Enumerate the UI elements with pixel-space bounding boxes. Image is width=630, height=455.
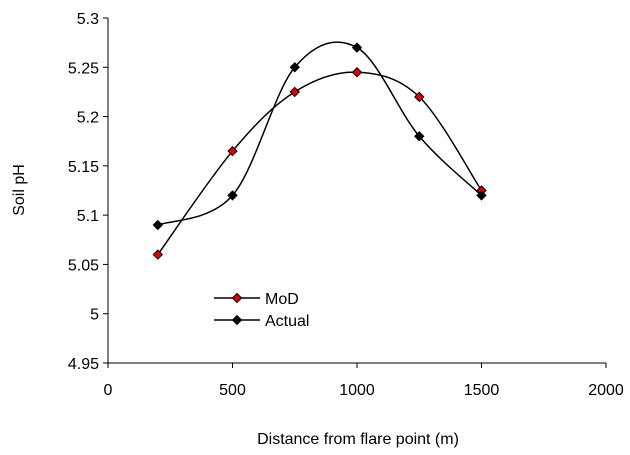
y-tick-label: 5.25 <box>68 60 99 77</box>
legend-label-mod: MoD <box>265 291 299 308</box>
legend-marker-actual <box>231 314 243 326</box>
legend-label-actual: Actual <box>265 313 309 330</box>
data-point-actual <box>289 62 300 73</box>
legend: MoD Actual <box>214 291 309 330</box>
y-tick-label: 5 <box>90 307 99 324</box>
data-point-mod <box>152 249 164 260</box>
x-tick-label: 500 <box>219 382 246 399</box>
y-tick-label: 5.05 <box>68 257 99 274</box>
series-actual <box>152 41 487 231</box>
data-point-actual <box>351 42 363 53</box>
data-point-actual <box>414 131 425 142</box>
series-line-mod <box>157 71 483 256</box>
x-tick-label: 1500 <box>464 382 500 399</box>
y-tick-label: 5.15 <box>68 159 99 176</box>
x-tick-label: 2000 <box>588 382 624 399</box>
y-tick-label: 5.3 <box>77 11 99 28</box>
x-tick-label: 1000 <box>339 382 375 399</box>
y-tick-label: 5.2 <box>77 110 99 127</box>
data-point-mod <box>227 145 238 157</box>
legend-item-actual: Actual <box>214 313 309 330</box>
data-point-actual <box>152 219 164 231</box>
y-tick-label: 4.95 <box>68 356 99 373</box>
series-line-actual <box>157 41 483 226</box>
axes: 4.95 5 5.05 5.1 5.15 5.2 5.25 5.3 0 500 1000 1500 20… <box>68 11 624 399</box>
data-point-mod <box>414 91 425 103</box>
series-layer <box>152 41 487 260</box>
data-point-mod <box>289 86 300 98</box>
y-axis-label: Soil pH <box>11 164 28 216</box>
y-tick-label: 5.1 <box>77 208 99 225</box>
x-tick-label: 0 <box>104 382 113 399</box>
data-point-mod <box>351 67 363 78</box>
series-mod <box>152 67 487 260</box>
data-point-actual <box>227 190 238 201</box>
legend-marker-mod <box>231 292 243 304</box>
legend-item-mod: MoD <box>214 291 299 308</box>
data-point-actual <box>476 190 487 201</box>
x-axis-label: Distance from flare point (m) <box>257 431 459 448</box>
